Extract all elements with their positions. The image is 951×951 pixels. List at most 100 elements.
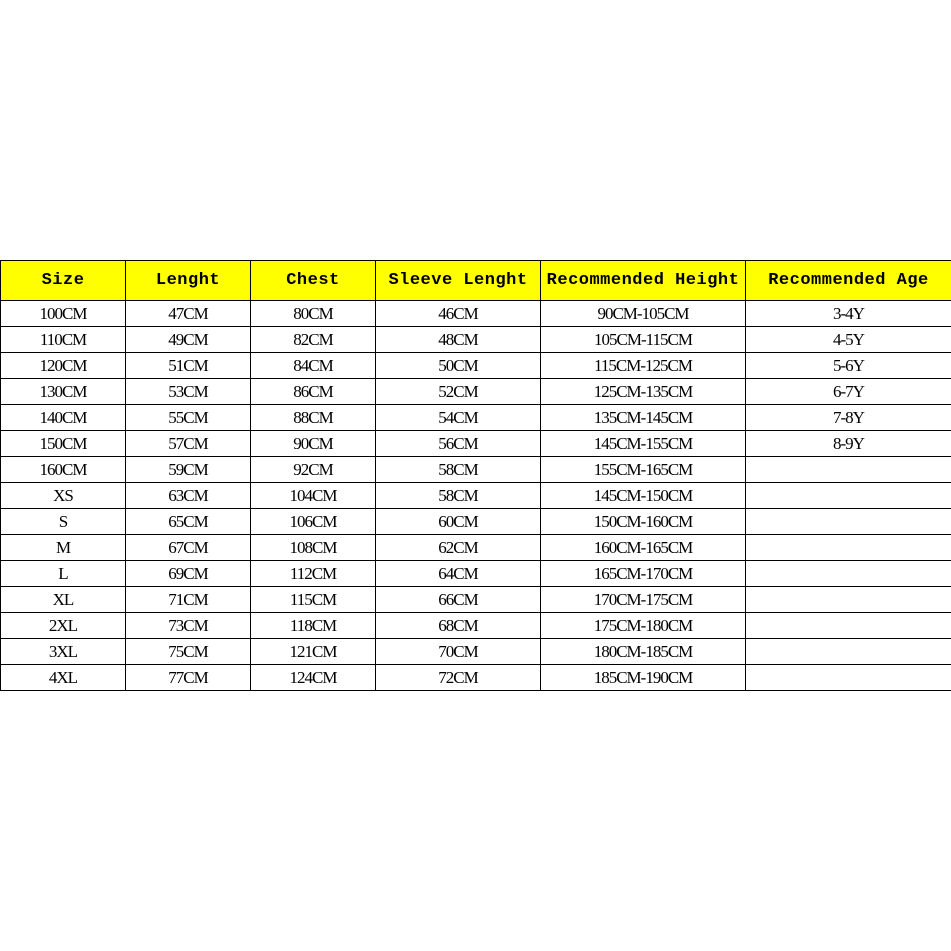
table-cell: 80CM	[250, 300, 376, 327]
table-cell: 56CM	[375, 430, 541, 457]
table-cell: 145CM-155CM	[540, 430, 746, 457]
table-cell: 110CM	[0, 326, 126, 353]
table-cell: 3-4Y	[745, 300, 951, 327]
table-row: 100CM 47CM 80CM 46CM 90CM-105CM 3-4Y	[0, 300, 951, 327]
table-cell: 124CM	[250, 664, 376, 691]
table-cell: 75CM	[125, 638, 251, 665]
table-cell: 72CM	[375, 664, 541, 691]
table-cell	[745, 456, 951, 483]
table-cell: 2XL	[0, 612, 126, 639]
table-cell: 58CM	[375, 482, 541, 509]
table-cell: 118CM	[250, 612, 376, 639]
table-cell: 175CM-180CM	[540, 612, 746, 639]
table-cell: 105CM-115CM	[540, 326, 746, 353]
column-header: Sleeve Lenght	[375, 260, 541, 301]
table-cell: 60CM	[375, 508, 541, 535]
table-cell	[745, 508, 951, 535]
table-cell: 63CM	[125, 482, 251, 509]
table-cell: 66CM	[375, 586, 541, 613]
table-row: S 65CM 106CM 60CM 150CM-160CM	[0, 508, 951, 535]
column-header: Chest	[250, 260, 376, 301]
table-cell: 88CM	[250, 404, 376, 431]
table-cell: 57CM	[125, 430, 251, 457]
table-cell: 77CM	[125, 664, 251, 691]
table-cell: 115CM	[250, 586, 376, 613]
table-cell: XS	[0, 482, 126, 509]
table-cell: 68CM	[375, 612, 541, 639]
table-cell: 145CM-150CM	[540, 482, 746, 509]
size-chart-table: Size Lenght Chest Sleeve Lenght Recommended …	[0, 260, 951, 691]
table-cell: 71CM	[125, 586, 251, 613]
table-row: 160CM 59CM 92CM 58CM 155CM-165CM	[0, 456, 951, 483]
table-cell	[745, 638, 951, 665]
table-cell: 115CM-125CM	[540, 352, 746, 379]
table-cell: 150CM-160CM	[540, 508, 746, 535]
table-cell: S	[0, 508, 126, 535]
table-row: M 67CM 108CM 62CM 160CM-165CM	[0, 534, 951, 561]
table-cell: 125CM-135CM	[540, 378, 746, 405]
table-cell: 8-9Y	[745, 430, 951, 457]
table-cell: 185CM-190CM	[540, 664, 746, 691]
table-cell: 54CM	[375, 404, 541, 431]
table-cell: 84CM	[250, 352, 376, 379]
table-cell: 160CM	[0, 456, 126, 483]
table-cell	[745, 612, 951, 639]
column-header: Recommended Age	[745, 260, 951, 301]
table-cell: 130CM	[0, 378, 126, 405]
table-cell: 112CM	[250, 560, 376, 587]
table-cell: 165CM-170CM	[540, 560, 746, 587]
table-cell: 51CM	[125, 352, 251, 379]
table-cell: 73CM	[125, 612, 251, 639]
table-cell: 70CM	[375, 638, 541, 665]
table-cell	[745, 560, 951, 587]
table-cell: 52CM	[375, 378, 541, 405]
table-row: 150CM 57CM 90CM 56CM 145CM-155CM 8-9Y	[0, 430, 951, 457]
table-row: 2XL 73CM 118CM 68CM 175CM-180CM	[0, 612, 951, 639]
table-cell: 100CM	[0, 300, 126, 327]
table-cell: L	[0, 560, 126, 587]
table-cell: 5-6Y	[745, 352, 951, 379]
table-cell: 92CM	[250, 456, 376, 483]
header-row: Size Lenght Chest Sleeve Lenght Recommended …	[0, 260, 951, 301]
table-cell: 108CM	[250, 534, 376, 561]
table-row: 3XL 75CM 121CM 70CM 180CM-185CM	[0, 638, 951, 665]
table-cell: 59CM	[125, 456, 251, 483]
table-cell: 65CM	[125, 508, 251, 535]
table-row: 140CM 55CM 88CM 54CM 135CM-145CM 7-8Y	[0, 404, 951, 431]
table-row: L 69CM 112CM 64CM 165CM-170CM	[0, 560, 951, 587]
table-cell: 3XL	[0, 638, 126, 665]
table-cell: 106CM	[250, 508, 376, 535]
table-cell: 120CM	[0, 352, 126, 379]
table-cell: 67CM	[125, 534, 251, 561]
table-cell: 4-5Y	[745, 326, 951, 353]
table-cell: 135CM-145CM	[540, 404, 746, 431]
table-cell	[745, 482, 951, 509]
table-cell: 104CM	[250, 482, 376, 509]
table-row: 4XL 77CM 124CM 72CM 185CM-190CM	[0, 664, 951, 691]
table-cell: 90CM-105CM	[540, 300, 746, 327]
table-cell: 82CM	[250, 326, 376, 353]
table-cell: 50CM	[375, 352, 541, 379]
table-cell: XL	[0, 586, 126, 613]
column-header: Recommended Height	[540, 260, 746, 301]
table-cell: 121CM	[250, 638, 376, 665]
table-cell: 55CM	[125, 404, 251, 431]
table-cell: 58CM	[375, 456, 541, 483]
table-cell: 7-8Y	[745, 404, 951, 431]
table-row: XL 71CM 115CM 66CM 170CM-175CM	[0, 586, 951, 613]
table-cell: 155CM-165CM	[540, 456, 746, 483]
table-cell: 49CM	[125, 326, 251, 353]
table-row: XS 63CM 104CM 58CM 145CM-150CM	[0, 482, 951, 509]
table-cell: 6-7Y	[745, 378, 951, 405]
table-cell: 64CM	[375, 560, 541, 587]
table-cell: 150CM	[0, 430, 126, 457]
table-cell: 69CM	[125, 560, 251, 587]
table-cell	[745, 534, 951, 561]
table-cell: 48CM	[375, 326, 541, 353]
table-cell: 47CM	[125, 300, 251, 327]
table-cell: 170CM-175CM	[540, 586, 746, 613]
table-cell: 86CM	[250, 378, 376, 405]
table-cell: 46CM	[375, 300, 541, 327]
column-header: Lenght	[125, 260, 251, 301]
table-row: 110CM 49CM 82CM 48CM 105CM-115CM 4-5Y	[0, 326, 951, 353]
